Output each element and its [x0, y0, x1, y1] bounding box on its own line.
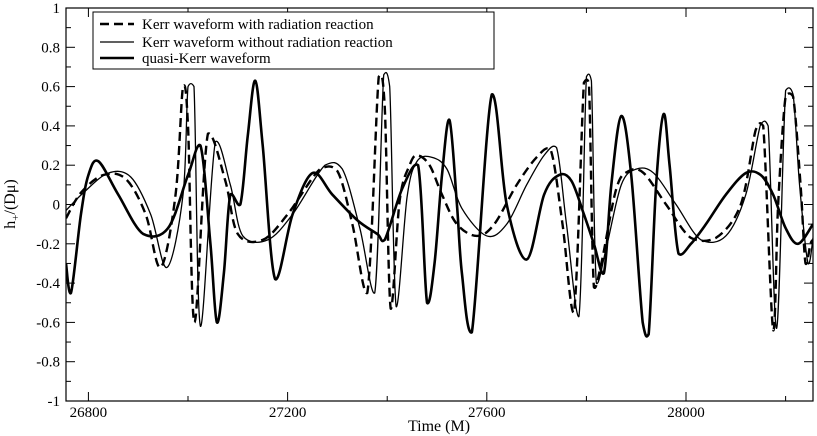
y-axis-title-sub: + [10, 215, 22, 221]
y-axis-title: h+/(Dμ) [2, 179, 22, 228]
y-axis-title-main: h [2, 221, 19, 229]
y-tick-label: -0.8 [36, 355, 60, 371]
x-tick-label: 27600 [468, 405, 506, 421]
x-tick-label: 28000 [667, 405, 705, 421]
svg-text:h+/(Dμ): h+/(Dμ) [2, 179, 22, 228]
y-tick-label: 0.4 [41, 119, 60, 135]
legend-label-without-rr: Kerr waveform without radiation reaction [142, 35, 393, 51]
y-tick-label: -0.4 [36, 276, 60, 292]
y-tick-labels: -1 -0.8 -0.6 -0.4 -0.2 0 0.2 0.4 0.6 0.8 1 [36, 1, 60, 410]
x-tick-labels: 26800 27200 27600 28000 [70, 405, 705, 421]
series-line-with-radiation-reaction [66, 73, 813, 332]
y-tick-label: -0.6 [36, 315, 60, 331]
legend-box [92, 11, 495, 70]
series-line-quasi-kerr [66, 79, 813, 338]
x-axis-title: Time (M) [408, 418, 470, 435]
y-tick-label: 0.6 [41, 80, 60, 96]
legend-label-quasi-kerr: quasi-Kerr waveform [142, 51, 271, 67]
x-tick-label: 27200 [269, 405, 307, 421]
y-tick-label: 1 [53, 1, 61, 17]
y-tick-label: 0 [53, 198, 61, 214]
legend-label-with-rr: Kerr waveform with radiation reaction [142, 17, 374, 33]
y-tick-label: 0.8 [41, 40, 60, 56]
series-layer [66, 71, 813, 338]
x-tick-label: 26800 [70, 405, 108, 421]
legend: Kerr waveform with radiation reaction Ke… [92, 11, 495, 70]
y-tick-label: -1 [48, 394, 61, 410]
y-tick-label: 0.2 [41, 158, 60, 174]
y-tick-label: -0.2 [36, 237, 60, 253]
series-line-without-radiation-reaction [66, 71, 813, 329]
y-axis-title-tail: /(Dμ) [2, 179, 19, 214]
